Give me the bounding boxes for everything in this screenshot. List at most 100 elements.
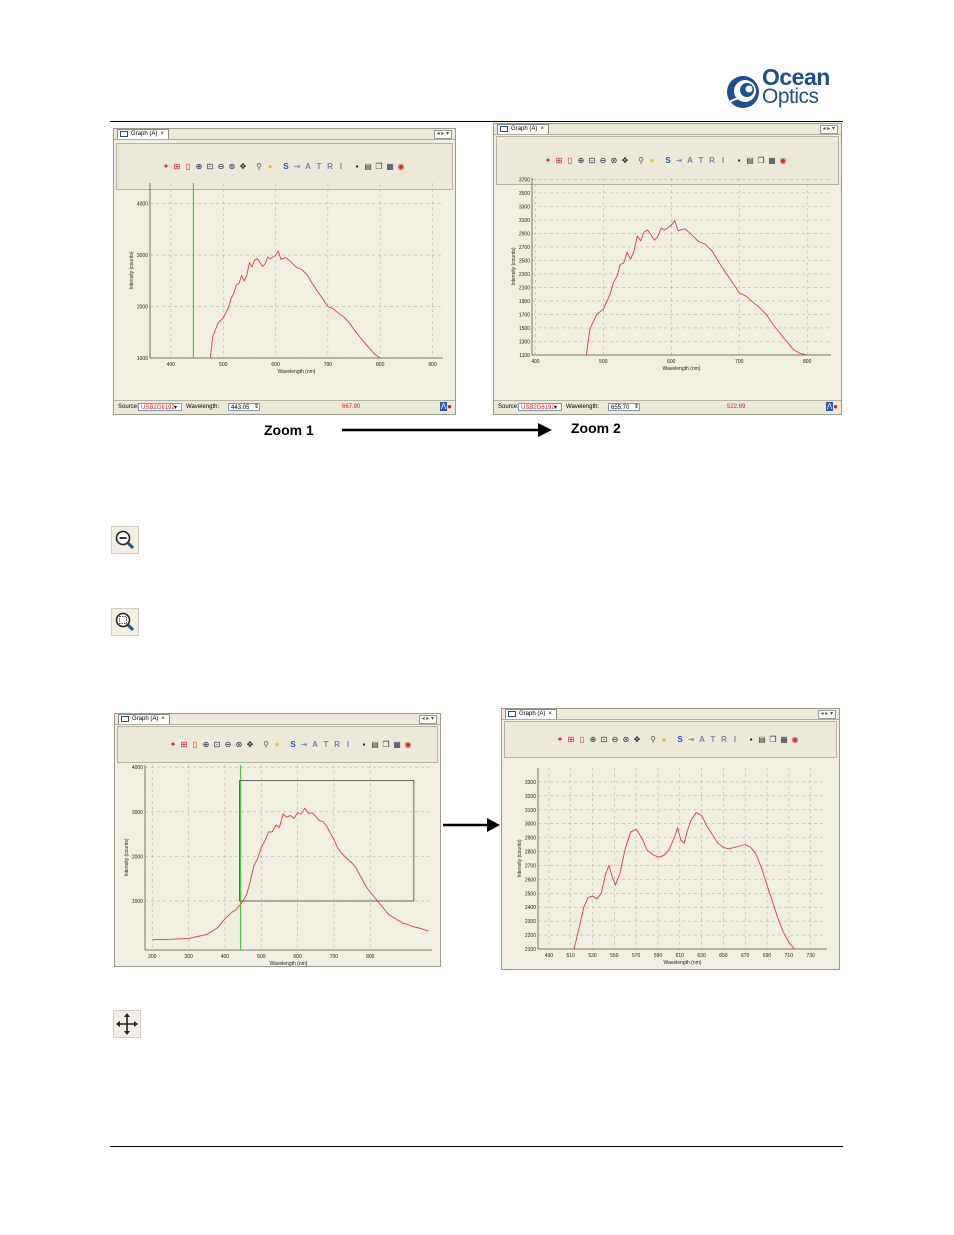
r-icon[interactable]: R xyxy=(721,734,727,744)
add-marker-icon[interactable]: ✦ xyxy=(162,161,170,171)
pin-icon[interactable]: ⚲ xyxy=(638,155,644,165)
stop-icon[interactable]: ● xyxy=(447,402,452,411)
grid-icon[interactable]: ⊞ xyxy=(173,161,181,171)
r-icon[interactable]: R xyxy=(327,161,333,171)
pan-icon[interactable]: ✥ xyxy=(621,155,629,165)
pin-icon[interactable]: ⚲ xyxy=(650,734,656,744)
zoom-fit-icon[interactable]: ⊛ xyxy=(235,739,243,749)
t-icon[interactable]: T xyxy=(323,739,329,749)
wavelength-spinner-icon[interactable]: ⇕ xyxy=(634,404,640,410)
grid-icon[interactable]: ⊞ xyxy=(555,155,563,165)
s-icon[interactable]: S xyxy=(665,155,671,165)
zoom-in-icon[interactable]: ⊕ xyxy=(577,155,585,165)
status-icons[interactable]: Λ● xyxy=(439,402,452,411)
copy-icon[interactable]: ❐ xyxy=(769,734,777,744)
print-icon[interactable]: ▤ xyxy=(758,734,766,744)
pan-icon[interactable]: ✥ xyxy=(246,739,254,749)
wavelength-field[interactable]: 655.70 xyxy=(608,403,640,411)
pin-icon[interactable]: ⚲ xyxy=(263,739,269,749)
pan-icon[interactable]: ✥ xyxy=(239,161,247,171)
close-tab-icon[interactable]: × xyxy=(160,131,164,137)
close-tab-icon[interactable]: × xyxy=(548,711,552,717)
add-marker-icon[interactable]: ✦ xyxy=(556,734,564,744)
add-marker-icon[interactable]: ✦ xyxy=(169,739,177,749)
zoom-in-icon[interactable]: ⊕ xyxy=(195,161,203,171)
export-icon[interactable]: ▦ xyxy=(780,734,788,744)
save-icon[interactable]: ▪ xyxy=(749,734,753,744)
zoom-out-icon[interactable]: ⊖ xyxy=(224,739,232,749)
i-icon[interactable]: I xyxy=(346,739,350,749)
export-icon[interactable]: ▦ xyxy=(768,155,776,165)
peak-icon[interactable]: Λ xyxy=(825,402,834,411)
arrow-icon[interactable]: ⇥ xyxy=(675,155,683,165)
peak-icon[interactable]: Λ xyxy=(439,402,448,411)
graph-tab[interactable]: Graph (A) × xyxy=(118,714,170,724)
zoom-out-icon[interactable]: ⊖ xyxy=(599,155,607,165)
copy-icon[interactable]: ❐ xyxy=(757,155,765,165)
source-select[interactable]: USB2G6192 xyxy=(138,403,182,411)
chevron-down-icon[interactable]: ▾ xyxy=(554,405,558,411)
zoom-out-icon[interactable]: ⊖ xyxy=(217,161,225,171)
print-icon[interactable]: ▤ xyxy=(364,161,372,171)
tab-scroll-icon[interactable]: ◂ ▸ ▾ xyxy=(433,130,452,139)
print-icon[interactable]: ▤ xyxy=(746,155,754,165)
grid-icon[interactable]: ⊞ xyxy=(180,739,188,749)
stop-icon[interactable]: ● xyxy=(833,402,838,411)
status-icons[interactable]: Λ● xyxy=(825,402,838,411)
bar-icon[interactable]: ▯ xyxy=(192,739,198,749)
graph-tab[interactable]: Graph (A) × xyxy=(117,129,169,139)
bar-icon[interactable]: ▯ xyxy=(579,734,585,744)
copy-icon[interactable]: ❐ xyxy=(382,739,390,749)
bar-icon[interactable]: ▯ xyxy=(185,161,191,171)
a-icon[interactable]: A xyxy=(312,739,318,749)
r-icon[interactable]: R xyxy=(709,155,715,165)
export-icon[interactable]: ▦ xyxy=(386,161,394,171)
bulb-icon[interactable]: ● xyxy=(274,739,280,749)
zoom-fit-icon[interactable]: ⊛ xyxy=(610,155,618,165)
bulb-icon[interactable]: ● xyxy=(661,734,667,744)
zoom-in-icon[interactable]: ⊕ xyxy=(589,734,597,744)
arrow-icon[interactable]: ⇥ xyxy=(300,739,308,749)
zoom-fit-icon[interactable]: ⊛ xyxy=(622,734,630,744)
i-icon[interactable]: I xyxy=(733,734,737,744)
r-icon[interactable]: R xyxy=(334,739,340,749)
zoom-fit-icon[interactable]: ⊛ xyxy=(228,161,236,171)
export-icon[interactable]: ▦ xyxy=(393,739,401,749)
zoom-box-icon[interactable]: ⊡ xyxy=(600,734,608,744)
tab-scroll-icon[interactable]: ◂ ▸ ▾ xyxy=(817,710,836,719)
chevron-down-icon[interactable]: ▾ xyxy=(174,405,178,411)
save-icon[interactable]: ▪ xyxy=(737,155,741,165)
add-marker-icon[interactable]: ✦ xyxy=(544,155,552,165)
t-icon[interactable]: T xyxy=(710,734,716,744)
pan-icon[interactable]: ✥ xyxy=(633,734,641,744)
a-icon[interactable]: A xyxy=(305,161,311,171)
s-icon[interactable]: S xyxy=(677,734,683,744)
zoom-out-icon[interactable]: ⊖ xyxy=(611,734,619,744)
graph-tab[interactable]: Graph (A) × xyxy=(497,124,549,134)
save-icon[interactable]: ▪ xyxy=(355,161,359,171)
copy-icon[interactable]: ❐ xyxy=(375,161,383,171)
close-tab-icon[interactable]: × xyxy=(161,716,165,722)
close-tab-icon[interactable]: × xyxy=(540,126,544,132)
tab-scroll-icon[interactable]: ◂ ▸ ▾ xyxy=(819,125,838,134)
record-icon[interactable]: ◉ xyxy=(791,734,799,744)
pin-icon[interactable]: ⚲ xyxy=(256,161,262,171)
i-icon[interactable]: I xyxy=(339,161,343,171)
graph-tab[interactable]: Graph (A) × xyxy=(505,709,557,719)
t-icon[interactable]: T xyxy=(698,155,704,165)
wavelength-spinner-icon[interactable]: ⇕ xyxy=(254,404,260,410)
s-icon[interactable]: S xyxy=(290,739,296,749)
zoom-box-icon[interactable]: ⊡ xyxy=(588,155,596,165)
grid-icon[interactable]: ⊞ xyxy=(567,734,575,744)
zoom-selection-box[interactable] xyxy=(239,780,415,902)
arrow-icon[interactable]: ⇥ xyxy=(293,161,301,171)
s-icon[interactable]: S xyxy=(283,161,289,171)
a-icon[interactable]: A xyxy=(699,734,705,744)
source-select[interactable]: USB2G6192 xyxy=(518,403,562,411)
save-icon[interactable]: ▪ xyxy=(362,739,366,749)
zoom-box-icon[interactable]: ⊡ xyxy=(213,739,221,749)
i-icon[interactable]: I xyxy=(721,155,725,165)
print-icon[interactable]: ▤ xyxy=(371,739,379,749)
zoom-box-icon[interactable]: ⊡ xyxy=(206,161,214,171)
bulb-icon[interactable]: ● xyxy=(267,161,273,171)
